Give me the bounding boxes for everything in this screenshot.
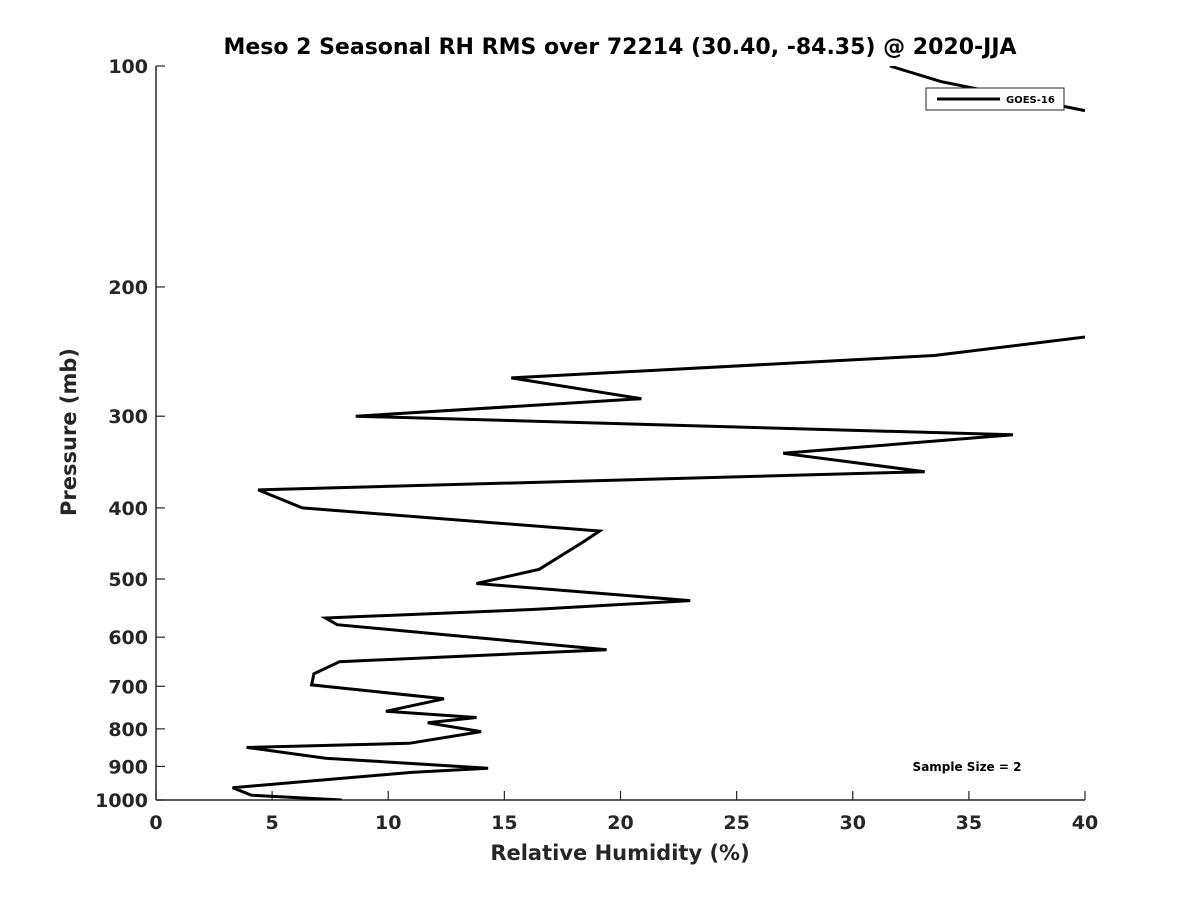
- x-tick-label: 15: [491, 812, 517, 834]
- series-line-goes-16: [232, 66, 1085, 800]
- x-tick-label: 5: [266, 812, 279, 834]
- y-tick-label: 800: [108, 719, 148, 741]
- chart-title: Meso 2 Seasonal RH RMS over 72214 (30.40…: [223, 35, 1016, 60]
- x-tick-label: 35: [956, 812, 982, 834]
- legend-label-goes-16: GOES-16: [1006, 95, 1055, 106]
- y-tick-label: 700: [108, 676, 148, 698]
- y-tick-label: 900: [108, 756, 148, 778]
- x-tick-label: 40: [1072, 812, 1098, 834]
- y-tick-label: 500: [108, 569, 148, 591]
- y-tick-label: 600: [108, 627, 148, 649]
- y-tick-label: 100: [108, 56, 148, 78]
- axes-group: 0 5 10 15 20 25 30 35 40 100 200 300 400 500 600 700 800…: [95, 56, 1098, 834]
- y-tick-label: 400: [108, 498, 148, 520]
- x-tick-label: 30: [840, 812, 866, 834]
- x-tick-label: 25: [723, 812, 749, 834]
- legend: GOES-16: [925, 87, 1065, 111]
- x-tick-label: 10: [375, 812, 401, 834]
- y-tick-label: 200: [108, 277, 148, 299]
- plot-area: [232, 66, 1085, 800]
- x-tick-label: 0: [149, 812, 162, 834]
- x-axis-label: Relative Humidity (%): [490, 841, 749, 865]
- sample-size-annotation: Sample Size = 2: [913, 760, 1022, 774]
- y-tick-label: 1000: [95, 790, 148, 812]
- x-tick-label: 20: [607, 812, 633, 834]
- y-axis-label: Pressure (mb): [57, 348, 81, 516]
- y-tick-label: 300: [108, 406, 148, 428]
